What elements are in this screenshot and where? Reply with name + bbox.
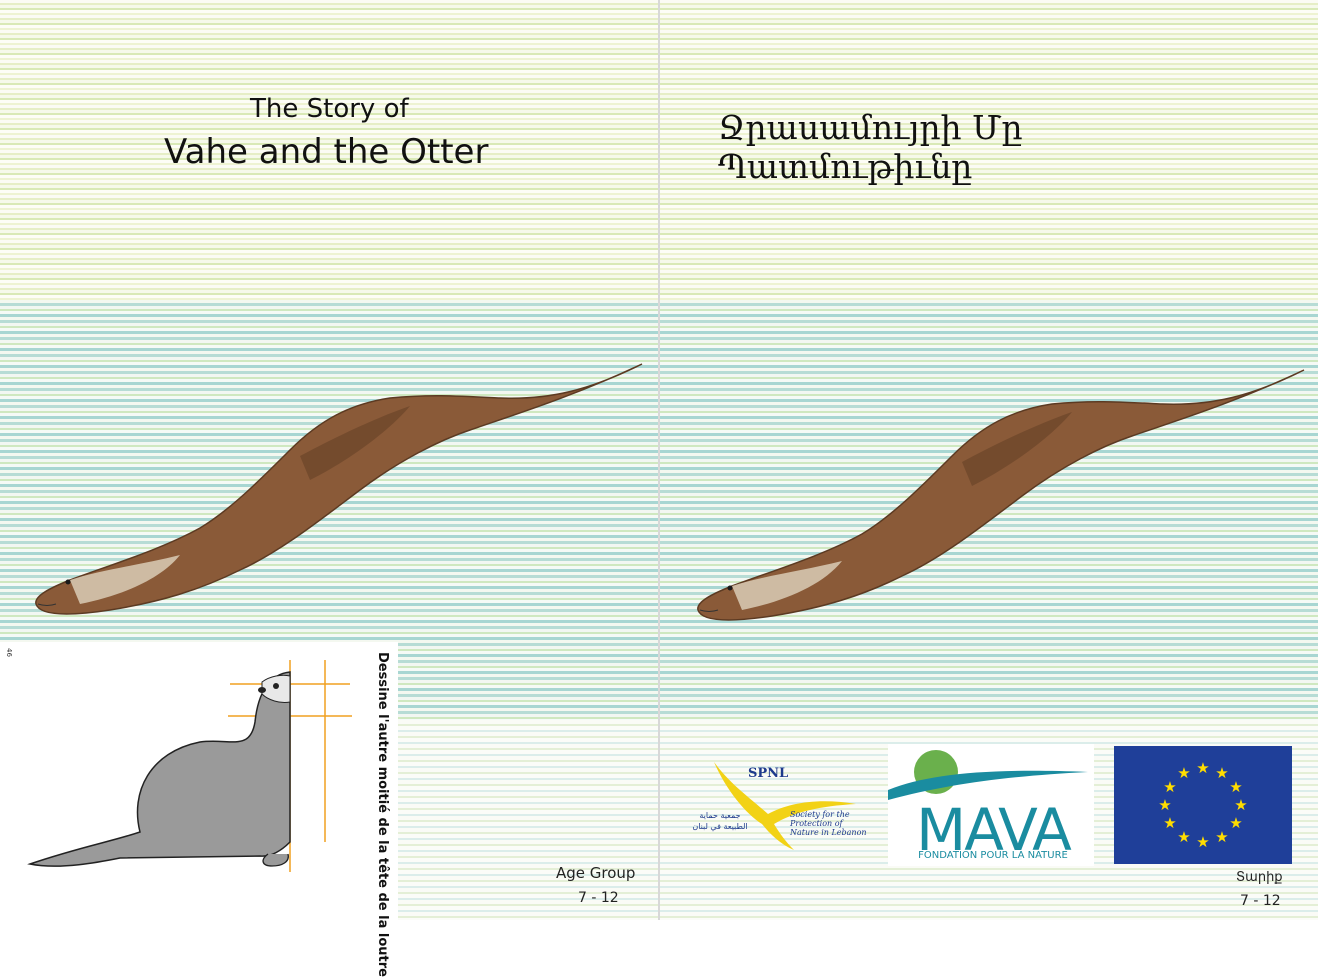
swimming-otter-illustration	[697, 369, 1305, 621]
svg-text:★: ★	[1158, 796, 1171, 814]
spnl-english-name: Society for the Protection of Nature in …	[790, 810, 867, 837]
age-range-armenian: 7 - 12	[1240, 893, 1281, 909]
svg-text:★: ★	[1229, 778, 1242, 796]
bird-icon	[714, 762, 856, 850]
mava-wordmark: MAVA	[916, 796, 1072, 864]
eu-stars-icon: ★ ★ ★ ★ ★ ★ ★ ★ ★ ★ ★ ★	[1158, 759, 1247, 851]
svg-text:★: ★	[1234, 796, 1247, 814]
svg-text:★: ★	[1196, 759, 1209, 777]
armenian-title: Ջրասամույրի Մը Պատմութիւնը	[718, 108, 1023, 186]
globe-wave-icon	[888, 750, 1088, 800]
otter-drawing-guide	[27, 660, 352, 872]
swimming-otter-illustration	[35, 363, 643, 615]
title-line-1: The Story of	[250, 94, 409, 124]
eu-flag-logo: ★ ★ ★ ★ ★ ★ ★ ★ ★ ★ ★ ★	[1114, 746, 1292, 864]
mava-logo: MAVA FONDATION POUR LA NATURE	[888, 744, 1094, 866]
svg-text:★: ★	[1229, 814, 1242, 832]
title-line-2: Vahe and the Otter	[164, 132, 489, 172]
age-range: 7 - 12	[578, 890, 619, 906]
activity-box	[0, 642, 398, 920]
svg-text:★: ★	[1196, 833, 1209, 851]
spnl-arabic-name: جمعية حماية الطبيعة في لبنان	[692, 811, 748, 831]
activity-instruction: Dessine l'autre moitié de la tête de la …	[375, 652, 390, 977]
svg-text:★: ★	[1177, 764, 1190, 782]
age-group-label-armenian: Տարիք	[1236, 870, 1283, 885]
page-number: 46	[5, 648, 13, 657]
svg-text:★: ★	[1215, 764, 1228, 782]
age-group-label: Age Group	[556, 864, 636, 882]
spnl-name: SPNL	[748, 766, 789, 781]
svg-text:★: ★	[1177, 828, 1190, 846]
book-spine	[658, 0, 660, 920]
svg-text:★: ★	[1163, 814, 1176, 832]
svg-text:★: ★	[1163, 778, 1176, 796]
spnl-logo: SPNL Society for the Protection of Natur…	[690, 754, 868, 862]
mava-tagline: FONDATION POUR LA NATURE	[918, 850, 1068, 861]
svg-text:★: ★	[1215, 828, 1228, 846]
